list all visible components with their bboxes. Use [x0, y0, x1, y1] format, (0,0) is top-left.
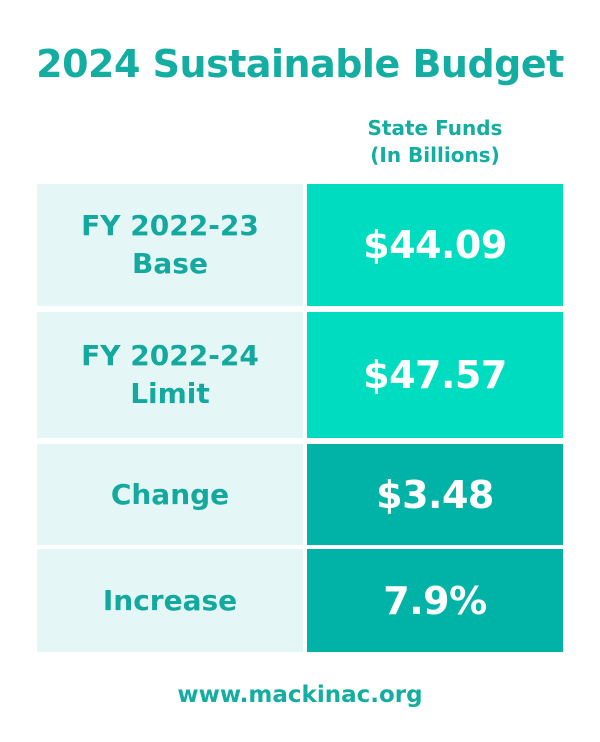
footer-website-link[interactable]: www.mackinac.org [177, 682, 423, 708]
row-label-base: FY 2022-23 Base [37, 184, 303, 306]
page-title: 2024 Sustainable Budget [36, 42, 564, 86]
row-label-line1: Increase [102, 583, 238, 617]
row-value-change: $3.48 [307, 444, 563, 545]
column-header-state-funds: State Funds (In Billions) [307, 115, 563, 169]
row-label-limit: FY 2022-24 Limit [37, 312, 303, 438]
row-value-increase: 7.9% [307, 549, 563, 652]
row-label-change: Change [37, 444, 303, 545]
row-label-increase: Increase [37, 549, 303, 652]
row-label-line1: Change [110, 477, 230, 511]
row-label-line2: Base [132, 247, 208, 280]
row-label-line1: FY 2022-24 [81, 339, 259, 372]
row-value-base: $44.09 [307, 184, 563, 306]
column-header-line1: State Funds [367, 116, 503, 140]
column-header-line2: (In Billions) [370, 143, 500, 167]
row-value-limit: $47.57 [307, 312, 563, 438]
row-label-line1: FY 2022-23 [81, 209, 259, 242]
row-label-line2: Limit [130, 377, 210, 410]
